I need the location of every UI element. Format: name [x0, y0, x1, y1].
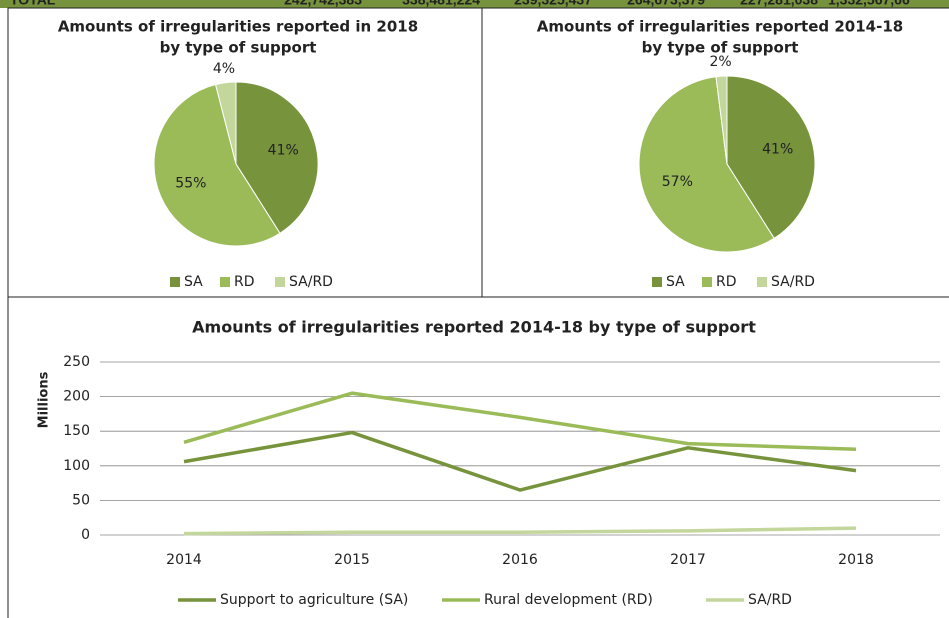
y-tick-label: 50: [72, 492, 90, 508]
data-label: 57%: [662, 174, 693, 190]
legend-label: SA: [184, 274, 203, 290]
chart-title: Amounts of irregularities reported in 20…: [58, 18, 418, 36]
data-label: 41%: [268, 142, 299, 158]
legend-swatch: [652, 277, 662, 287]
chart-title: by type of support: [160, 39, 317, 57]
x-tick-label: 2016: [502, 552, 538, 568]
legend-swatch: [220, 277, 230, 287]
line-series: [183, 391, 857, 451]
y-tick-label: 200: [63, 389, 90, 405]
chart-title: Amounts of irregularities reported 2014-…: [537, 18, 903, 36]
total-cell: 264,673,379: [627, 0, 705, 8]
chart-title: by type of support: [642, 39, 799, 57]
legend-label: Rural development (RD): [484, 592, 653, 608]
line-series: [183, 430, 857, 492]
data-label: 4%: [213, 61, 235, 77]
legend-label: Support to agriculture (SA): [220, 592, 408, 608]
data-label: 55%: [175, 176, 206, 192]
legend-label: SA/RD: [748, 592, 792, 608]
pie-slice: [638, 76, 775, 253]
x-tick-label: 2018: [838, 552, 874, 568]
total-cell: 242,742,383: [284, 0, 362, 8]
legend-label: RD: [716, 274, 737, 290]
legend-swatch: [275, 277, 285, 287]
legend-label: SA: [666, 274, 685, 290]
legend-label: SA/RD: [289, 274, 333, 290]
pie-slice: [153, 83, 281, 247]
legend-swatch: [702, 277, 712, 287]
legend-swatch: [170, 277, 180, 287]
legend-swatch: [757, 277, 767, 287]
y-tick-label: 250: [63, 354, 90, 370]
y-tick-label: 0: [81, 527, 90, 543]
legend-label: RD: [234, 274, 255, 290]
total-cell: 338,481,224: [402, 0, 480, 8]
y-axis-label: Millions: [37, 371, 52, 428]
x-tick-label: 2014: [166, 552, 202, 568]
chart-title: Amounts of irregularities reported 2014-…: [192, 318, 756, 337]
x-tick-label: 2015: [334, 552, 370, 568]
total-cell: 239,325,437: [514, 0, 592, 8]
total-cell: 227,281,038: [740, 0, 818, 8]
x-tick-label: 2017: [670, 552, 706, 568]
y-tick-label: 100: [63, 458, 90, 474]
line-series: [183, 526, 857, 536]
data-label: 2%: [709, 54, 731, 70]
pie-slice: [214, 81, 237, 165]
pie-slice: [715, 75, 728, 165]
legend-label: SA/RD: [771, 274, 815, 290]
total-label: TOTAL: [10, 0, 56, 8]
y-tick-label: 150: [63, 423, 90, 439]
total-cell: 1,332,567,66: [828, 0, 910, 8]
total-bar: [0, 0, 949, 8]
data-label: 41%: [762, 141, 793, 157]
